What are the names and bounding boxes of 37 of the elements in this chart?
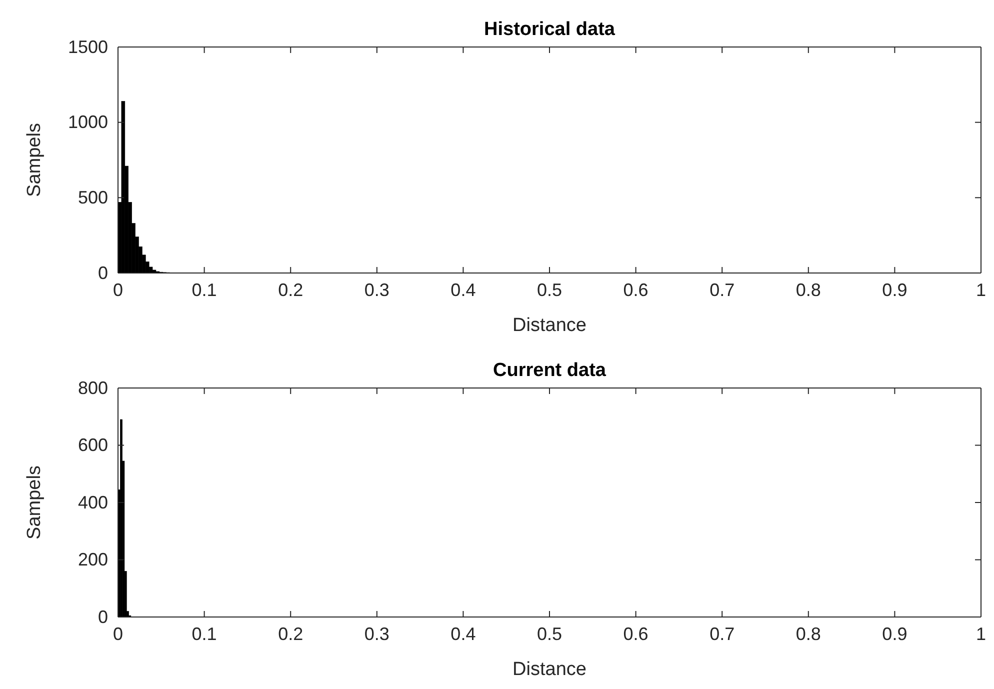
x-tick-label: 0.1 [192, 280, 217, 300]
y-tick-label: 400 [78, 492, 108, 512]
x-axis-title: Distance [512, 659, 586, 680]
y-tick-label: 0 [98, 262, 108, 283]
y-axis-title: Sampels [24, 466, 45, 540]
x-tick-label: 0.3 [364, 280, 390, 300]
chart-title: Current data [493, 360, 606, 381]
x-tick-label: 0.6 [623, 280, 648, 300]
x-tick-label: 0.1 [192, 624, 217, 644]
x-tick-label: 0.9 [882, 624, 908, 644]
chart-title: Historical data [484, 19, 616, 40]
y-tick-label: 1500 [68, 36, 108, 57]
x-tick-label: 0.2 [278, 624, 304, 644]
y-tick-label: 0 [98, 606, 108, 627]
x-tick-label: 0.7 [710, 624, 735, 644]
x-tick-label: 0.6 [623, 624, 648, 644]
x-tick-label: 0.3 [364, 624, 390, 644]
x-tick-label: 0.5 [536, 280, 562, 300]
x-tick-label: 0.7 [710, 280, 735, 300]
y-axis-title: Sampels [24, 123, 45, 197]
y-tick-label: 600 [78, 435, 108, 456]
x-tick-label: 0.9 [882, 280, 908, 300]
y-tick-label: 800 [78, 378, 108, 398]
y-tick-label: 200 [78, 550, 108, 570]
x-tick-label: 0.4 [450, 280, 476, 300]
x-tick-label: 1 [976, 624, 986, 644]
x-tick-label: 0.8 [796, 624, 821, 644]
x-tick-label: 0 [112, 624, 124, 644]
x-tick-label: 1 [976, 280, 986, 300]
x-tick-label: 0.8 [796, 280, 821, 300]
y-tick-label: 500 [78, 187, 108, 208]
x-tick-label: 0 [112, 280, 124, 300]
x-axis-title: Distance [512, 315, 586, 336]
x-tick-label: 0.4 [450, 624, 476, 644]
x-tick-label: 0.5 [536, 624, 562, 644]
x-tick-label: 0.2 [278, 280, 304, 300]
y-tick-label: 1000 [68, 112, 108, 132]
